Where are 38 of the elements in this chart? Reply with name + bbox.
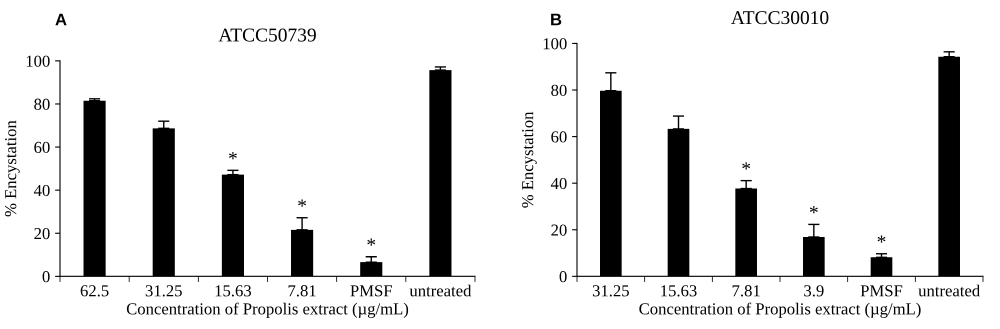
annotation: * xyxy=(229,152,237,160)
x-axis-title: Concentration of Propolis extract (µg/mL) xyxy=(126,302,408,318)
y-axis-title: % Encystation xyxy=(522,112,537,208)
y-tick-label: 40 xyxy=(550,178,567,190)
y-tick-label: 20 xyxy=(551,224,567,236)
x-axis-title: Concentration of Propolis extract (µg/mL) xyxy=(639,302,921,318)
y-tick-label: 60 xyxy=(551,131,567,143)
text: B xyxy=(551,14,562,26)
y-tick-label: 60 xyxy=(34,142,50,154)
y-tick-label: 100 xyxy=(26,56,50,67)
x-tick-label: 3.9 xyxy=(804,285,824,296)
y-tick-label: 100 xyxy=(544,38,567,50)
annotation: * xyxy=(742,162,750,170)
annotation: * xyxy=(810,206,818,214)
x-tick-label: 15.63 xyxy=(661,285,697,296)
x-tick-label: 31.25 xyxy=(146,285,182,296)
x-tick-label: 7.81 xyxy=(288,285,316,296)
chart-title: ATCC30010 xyxy=(731,11,828,24)
y-tick-label: 20 xyxy=(34,228,50,240)
y-axis-title: % Encystation xyxy=(5,120,20,216)
y-tick-label: 80 xyxy=(551,84,567,96)
x-tick-label: untreated xyxy=(410,284,472,296)
y-tick-label: 80 xyxy=(34,98,50,110)
x-tick-label: untreated xyxy=(918,284,980,296)
x-tick-label: 62.5 xyxy=(80,285,109,296)
annotation: * xyxy=(367,238,376,246)
y-tick-label: 0 xyxy=(42,271,50,282)
y-tick-label: 0 xyxy=(560,271,567,282)
chart-title: ATCC50739 xyxy=(218,28,316,42)
x-tick-label: PMSF xyxy=(350,285,392,296)
x-tick-label: PMSF xyxy=(860,285,902,296)
text: A xyxy=(55,14,67,26)
x-tick-label: 31.25 xyxy=(592,285,629,296)
annotation: * xyxy=(298,199,306,207)
x-tick-label: 15.63 xyxy=(216,285,252,296)
annotation: * xyxy=(878,236,886,243)
y-tick-label: 40 xyxy=(34,184,50,196)
x-tick-label: 7.81 xyxy=(732,285,760,296)
